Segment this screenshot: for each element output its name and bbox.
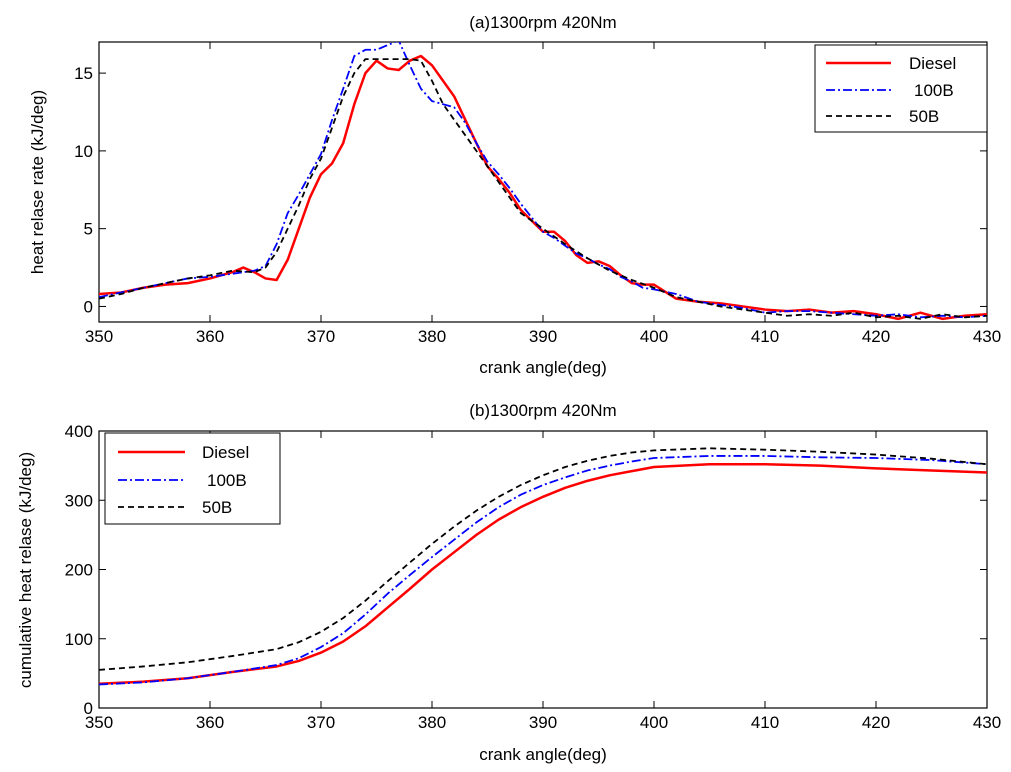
panel-a-x-tick-label: 420 xyxy=(862,327,890,346)
panel-b-series-line-100b xyxy=(99,455,987,686)
panel-a-series-line-100b xyxy=(99,42,987,319)
panel-b-y-axis-label: cumulative heat relase (kJ/deg) xyxy=(16,452,35,688)
panel-b-series-line-diesel xyxy=(99,462,987,686)
panel-b-legend-label-diesel: Diesel xyxy=(202,443,249,462)
panel-b-x-tick-label: 360 xyxy=(196,713,224,732)
panel-b-y-tick-label: 100 xyxy=(65,630,93,649)
panel-a-legend-label-100b: 100B xyxy=(914,81,954,100)
panel-b-y-tick-label: 400 xyxy=(65,422,93,441)
panel-b-y-tick-label: 0 xyxy=(84,699,93,718)
panel-a-title: (a)1300rpm 420Nm xyxy=(469,13,616,32)
panel-b-legend-box xyxy=(104,432,281,525)
panel-a: (a)1300rpm 420Nm 350 360 370 380 390 400 410 42… xyxy=(28,13,1001,377)
panel-b-title: (b)1300rpm 420Nm xyxy=(469,401,616,420)
panel-b-tick-layer: 350 360 370 380 390 400 410 420 430 0 100 200 300 400 xyxy=(65,422,1002,732)
panel-a-x-tick-label: 360 xyxy=(196,327,224,346)
panel-a-y-tick-label: 5 xyxy=(84,220,93,239)
panel-a-y-tick-label: 15 xyxy=(74,64,93,83)
panel-a-legend-label-50b: 50B xyxy=(909,107,939,126)
panel-a-series-line-50b xyxy=(99,58,987,320)
panel-a-y-axis-label: heat relase rate (kJ/deg) xyxy=(28,90,47,274)
panel-b-x-tick-label: 380 xyxy=(418,713,446,732)
panel-b-x-tick-label: 410 xyxy=(751,713,779,732)
panel-a-x-tick-label: 400 xyxy=(640,327,668,346)
panel-a-x-tick-label: 410 xyxy=(751,327,779,346)
panel-a-legend-label-diesel: Diesel xyxy=(909,54,956,73)
panel-b-y-tick-label: 200 xyxy=(65,561,93,580)
panel-b-legend-label-100b: 100B xyxy=(207,471,247,490)
panel-a-x-axis-label: crank angle(deg) xyxy=(479,358,607,377)
panel-b-x-tick-label: 400 xyxy=(640,713,668,732)
panel-b-x-tick-label: 370 xyxy=(307,713,335,732)
panel-b-legend: Diesel 100B 50B xyxy=(104,432,281,525)
panel-a-series-line-diesel xyxy=(99,54,987,321)
panel-a-y-tick-label: 10 xyxy=(74,142,93,161)
panel-a-x-tick-label: 380 xyxy=(418,327,446,346)
panel-a-series-layer xyxy=(99,42,987,321)
panel-b-x-tick-label: 350 xyxy=(85,713,113,732)
panel-b-legend-label-50b: 50B xyxy=(202,498,232,517)
panel-a-legend-box xyxy=(814,44,988,133)
panel-b-y-tick-label: 300 xyxy=(65,491,93,510)
panel-b-x-tick-label: 430 xyxy=(973,713,1001,732)
panel-b-x-tick-label: 390 xyxy=(529,713,557,732)
panel-a-x-tick-label: 350 xyxy=(85,327,113,346)
panel-b: (b)1300rpm 420Nm 350 360 370 380 390 400 410 42… xyxy=(16,401,1001,764)
panel-a-y-tick-label: 0 xyxy=(84,297,93,316)
panel-b-series-layer xyxy=(99,447,987,686)
panel-b-x-axis-label: crank angle(deg) xyxy=(479,745,607,764)
panel-a-x-tick-label: 370 xyxy=(307,327,335,346)
panel-b-series-line-50b xyxy=(99,447,987,671)
panel-a-x-tick-label: 390 xyxy=(529,327,557,346)
panel-a-x-tick-label: 430 xyxy=(973,327,1001,346)
panel-a-tick-layer: 350 360 370 380 390 400 410 420 430 0 5 10 15 xyxy=(74,42,1001,346)
panel-b-x-tick-label: 420 xyxy=(862,713,890,732)
panel-a-legend: Diesel 100B 50B xyxy=(814,44,988,133)
